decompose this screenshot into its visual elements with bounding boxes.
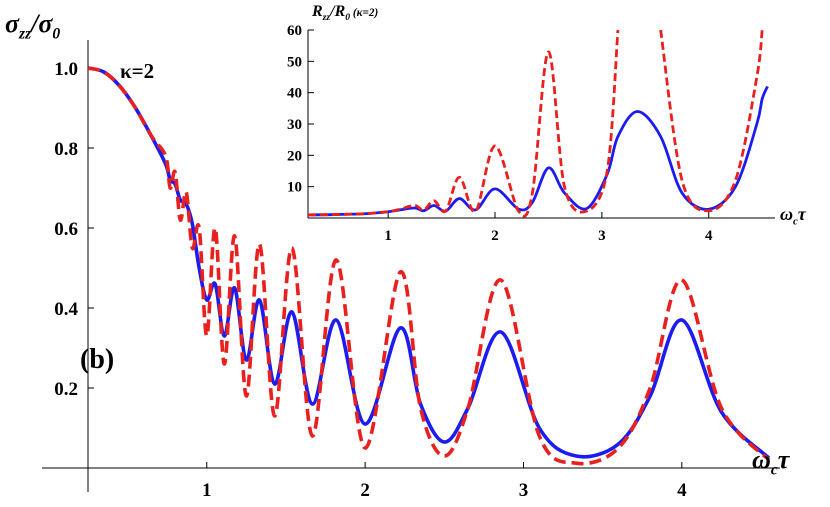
x-tick-label: 4 xyxy=(677,480,687,501)
label-part: /R xyxy=(329,3,345,20)
x-tick-label: 1 xyxy=(202,480,212,501)
inset-background xyxy=(306,6,813,234)
x-tick-label: 2 xyxy=(491,228,499,244)
y-tick-label: 0.8 xyxy=(54,139,78,160)
x-tick-label: 4 xyxy=(705,228,713,244)
y-tick-label: 30 xyxy=(287,117,302,133)
label-part: ω xyxy=(752,445,771,474)
label-part: (κ=2) xyxy=(350,7,378,19)
label-part: σ xyxy=(5,9,20,38)
series-line xyxy=(88,66,771,466)
label-part: ω xyxy=(780,204,793,224)
annotation: κ=2 xyxy=(120,59,154,83)
y-axis-label: Rzz/R0 (κ=2) xyxy=(311,3,378,23)
y-tick-label: 0.4 xyxy=(54,299,78,320)
y-tick-label: 0.2 xyxy=(54,379,78,400)
y-tick-label: 50 xyxy=(287,54,302,70)
y-tick-label: 10 xyxy=(287,180,302,196)
x-tick-label: 2 xyxy=(360,480,370,501)
label-part: 0 xyxy=(52,26,60,43)
y-axis-label: σzz/σ0 xyxy=(5,9,60,43)
label-part: c xyxy=(771,462,778,479)
y-tick-label: 0.6 xyxy=(54,219,78,240)
annotation: (b) xyxy=(80,344,114,375)
y-tick-label: 40 xyxy=(287,86,302,102)
x-tick-label: 3 xyxy=(519,480,529,501)
x-axis-label: ωcτ xyxy=(752,445,791,479)
series-line xyxy=(308,29,764,218)
label-part: τ xyxy=(798,204,807,224)
label-part: c xyxy=(793,216,798,228)
label-part: τ xyxy=(778,445,791,474)
y-tick-label: 1.0 xyxy=(54,59,78,80)
label-part: /σ xyxy=(29,9,53,38)
label-part: 0 xyxy=(345,12,350,23)
y-tick-label: 60 xyxy=(287,23,302,39)
x-tick-label: 3 xyxy=(598,228,606,244)
axes xyxy=(42,40,780,492)
y-tick-label: 20 xyxy=(287,148,302,164)
x-axis-label: ωcτ xyxy=(780,204,807,228)
label-part: zz xyxy=(322,12,331,23)
label-part: R xyxy=(311,3,323,20)
label-part: zz xyxy=(18,26,31,43)
x-tick-label: 1 xyxy=(384,228,392,244)
